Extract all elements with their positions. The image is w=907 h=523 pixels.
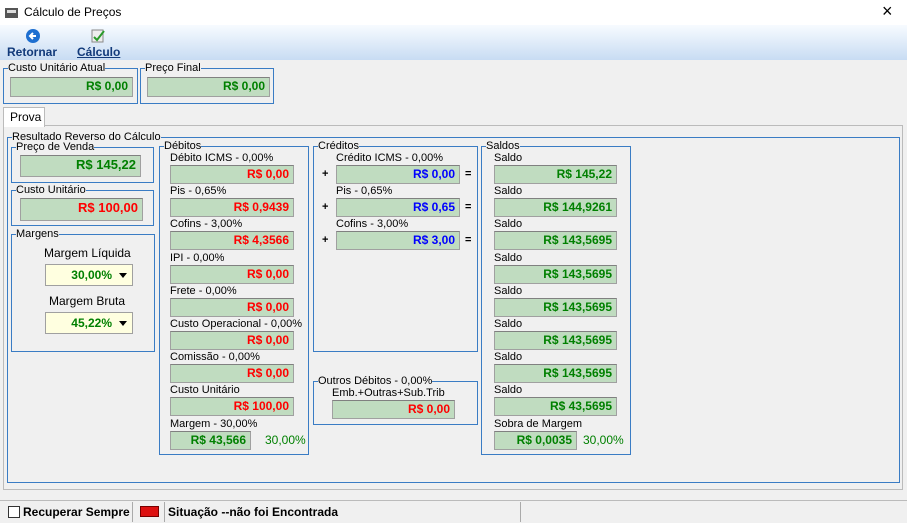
calc-button[interactable]: Cálculo [77, 45, 121, 59]
label: Saldo [494, 384, 523, 397]
value-field: R$ 3,00 [336, 231, 460, 251]
label: Saldo [494, 284, 523, 297]
label: = [465, 168, 472, 180]
label: Margem Líquida [44, 246, 131, 260]
value-field: R$ 100,00 [20, 198, 143, 221]
label: Débito ICMS - 0,00% [170, 152, 274, 164]
calc-icon [91, 29, 105, 43]
status-bar [0, 500, 907, 523]
label: 30,00% [583, 433, 624, 447]
label: Comissão - 0,00% [170, 351, 260, 364]
group-box [11, 234, 155, 352]
group-box [159, 146, 309, 455]
label: Saldo [494, 351, 523, 364]
value-field: R$ 145,22 [20, 155, 141, 177]
group-box [140, 68, 274, 104]
value-field: R$ 4,3566 [170, 231, 294, 251]
value-field: R$ 100,00 [170, 397, 294, 417]
value-field: R$ 0,00 [170, 165, 294, 184]
dropdown[interactable]: 45,22% [45, 312, 133, 334]
value-field: R$ 0,00 [336, 165, 460, 184]
label: 30,00% [265, 433, 306, 447]
value-field: R$ 0,00 [170, 364, 294, 384]
value-field: R$ 145,22 [494, 165, 617, 184]
group-label: Custo Unitário [16, 184, 86, 196]
group-box [481, 146, 631, 455]
label: + [322, 201, 329, 214]
group-label: Outros Débitos - 0,00% [318, 375, 433, 387]
label: Saldo [494, 251, 523, 264]
value-field: R$ 0,00 [332, 400, 455, 419]
dropdown[interactable]: 30,00% [45, 264, 133, 286]
label: Cofins - 3,00% [336, 218, 409, 231]
value-field: R$ 143,5695 [494, 331, 617, 350]
label: + [322, 168, 329, 180]
label: = [465, 201, 472, 214]
label: Saldo [494, 218, 523, 231]
group-label: Preço Final [145, 62, 201, 74]
status-message: Situação --não foi Encontrada [168, 505, 339, 519]
label: Margem Bruta [49, 294, 126, 308]
return-button[interactable]: Retornar [7, 45, 58, 59]
label: Custo Unitário [170, 384, 240, 397]
label: Custo Operacional - 0,00% [170, 318, 303, 330]
value-field: R$ 143,5695 [494, 297, 617, 317]
value-field: R$ 0,9439 [170, 198, 294, 218]
label: Saldo [494, 318, 523, 330]
tab[interactable] [3, 107, 45, 127]
app-icon [5, 8, 18, 18]
separator [164, 502, 165, 522]
value-field: R$ 0,00 [170, 331, 294, 350]
group-label: Saldos [486, 140, 520, 152]
close-button[interactable]: × [882, 1, 893, 21]
label: Crédito ICMS - 0,00% [336, 152, 443, 164]
separator [132, 502, 133, 522]
group-label: Resultado Reverso do Cálculo [12, 131, 161, 143]
tab-page [3, 125, 903, 490]
value-field: R$ 143,5695 [494, 231, 617, 251]
value-field: R$ 143,5695 [494, 364, 617, 384]
checkbox[interactable] [8, 506, 20, 518]
value-field: R$ 43,5695 [494, 397, 617, 417]
value-field: R$ 143,5695 [494, 264, 617, 284]
label: Margem - 30,00% [170, 417, 258, 430]
label: Saldo [494, 185, 523, 198]
back-icon [26, 29, 40, 43]
window-title: Cálculo de Preços [24, 5, 122, 19]
value-field: R$ 0,00 [170, 297, 294, 317]
label: Pis - 0,65% [336, 185, 393, 198]
value-field: R$ 144,9261 [494, 198, 617, 218]
label: Emb.+Outras+Sub.Trib [332, 387, 445, 399]
group-label: Créditos [318, 140, 359, 152]
label: Pis - 0,65% [170, 185, 227, 198]
label: + [322, 234, 329, 247]
title-bar [0, 0, 907, 25]
label: Frete - 0,00% [170, 284, 237, 297]
group-box [313, 146, 478, 352]
value-field: R$ 0,65 [336, 198, 460, 218]
label: Sobra de Margem [494, 417, 583, 430]
group-label: Débitos [164, 140, 202, 152]
value-field: R$ 0,00 [10, 77, 133, 97]
value-field: R$ 0,0035 [494, 430, 577, 450]
group-label: Margens [16, 228, 59, 240]
checkbox-label[interactable]: Recuperar Sempre [23, 505, 130, 519]
label: Saldo [494, 152, 523, 164]
group-label: Preço de Venda [16, 141, 95, 153]
label: Cofins - 3,00% [170, 218, 243, 231]
toolbar [0, 25, 907, 60]
label: IPI - 0,00% [170, 251, 225, 264]
status-icon [140, 506, 159, 517]
value-field: R$ 43,566 [170, 430, 251, 450]
tab-label[interactable]: Prova [10, 110, 42, 124]
group-label: Custo Unitário Atual [8, 62, 106, 74]
value-field: R$ 0,00 [170, 264, 294, 284]
value-field: R$ 0,00 [147, 77, 270, 97]
separator [520, 502, 521, 522]
group-box [7, 137, 900, 483]
label: = [465, 234, 472, 247]
